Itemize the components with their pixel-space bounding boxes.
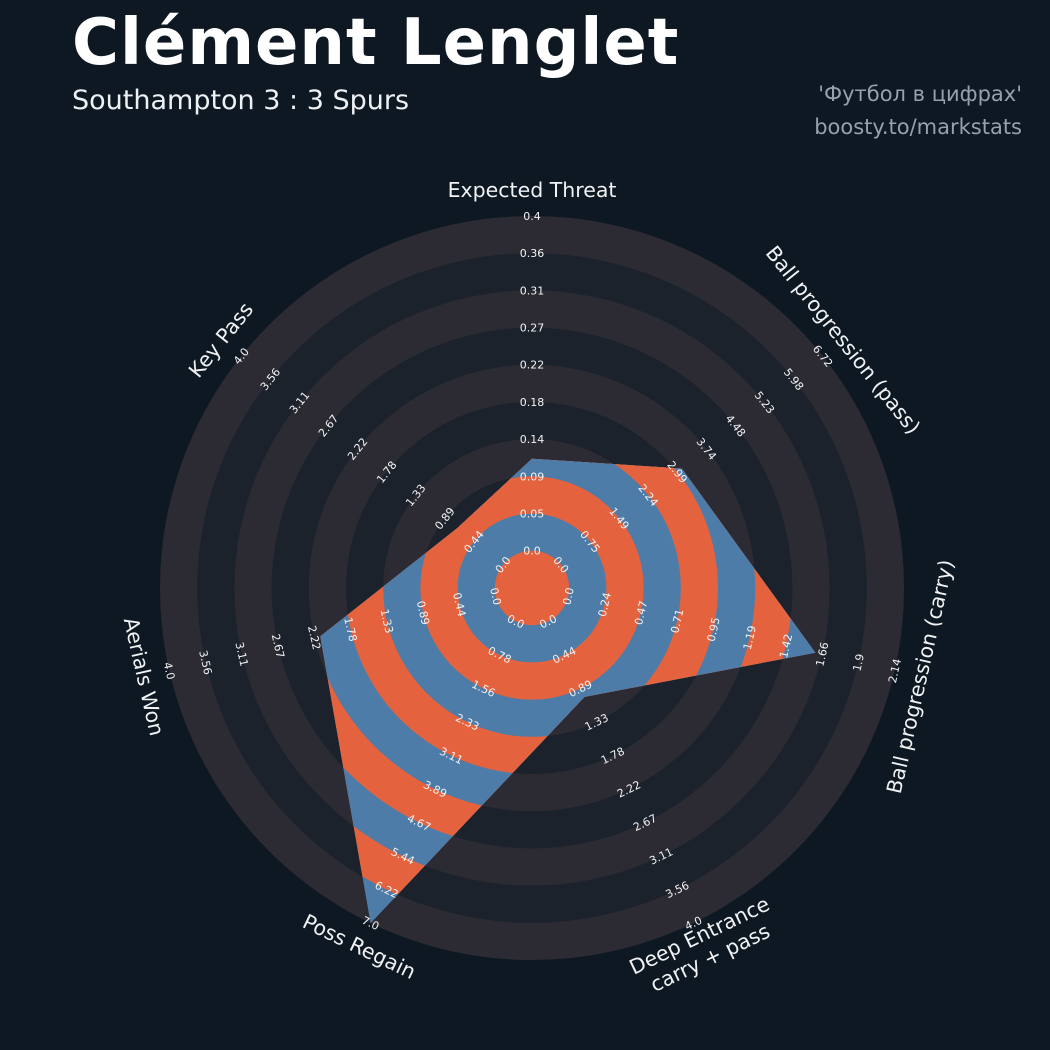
tick-label: 0.22	[520, 359, 545, 372]
tick-label: 1.66	[813, 641, 831, 668]
match-score-subtitle: Southampton 3 : 3 Spurs	[72, 85, 410, 117]
tick-label: 0.31	[520, 284, 545, 297]
tick-label: 0.27	[520, 321, 545, 334]
axis-label: Expected Threat	[448, 178, 617, 202]
header: Clément Lenglet Southampton 3 : 3 Spurs	[72, 6, 680, 117]
tick-label: 2.22	[305, 624, 323, 651]
center-circle	[494, 550, 570, 626]
tick-label: 0.18	[520, 396, 545, 409]
tick-label: 0.44	[450, 591, 468, 618]
tick-label: 0.71	[668, 608, 686, 635]
axis-label-line: Expected Threat	[448, 178, 617, 202]
axis-label-line: Aerials Won	[119, 615, 169, 738]
tick-label: 1.42	[777, 633, 795, 660]
tick-label: 0.0	[560, 586, 577, 606]
tick-label: 4.0	[161, 661, 178, 681]
tick-label: 0.0	[487, 586, 504, 606]
page-title: Clément Lenglet	[72, 6, 680, 80]
tick-label: 2.67	[269, 633, 287, 660]
tick-label: 0.09	[520, 470, 545, 483]
tick-label: 3.56	[196, 649, 214, 676]
tick-label: 0.47	[632, 600, 650, 627]
tick-label: 2.14	[886, 657, 904, 684]
tick-label: 0.14	[520, 433, 545, 446]
tick-label: 1.33	[378, 608, 396, 635]
tick-label: 3.11	[232, 641, 250, 668]
tick-label: 0.4	[523, 210, 541, 223]
credit-block: 'Футбол в цифрах' boosty.to/markstats	[814, 78, 1022, 143]
tick-label: 1.19	[741, 624, 759, 651]
tick-label: 0.24	[596, 591, 614, 618]
tick-label: 0.05	[520, 507, 545, 520]
tick-label: 0.95	[705, 616, 723, 643]
credit-brand: 'Футбол в цифрах'	[818, 82, 1022, 106]
credit-url: boosty.to/markstats	[814, 114, 1022, 139]
tick-label: 0.36	[520, 247, 545, 260]
tick-label: 0.0	[523, 545, 541, 558]
tick-label: 1.78	[341, 616, 359, 643]
axis-label: Aerials Won	[119, 615, 169, 738]
tick-label: 1.9	[850, 653, 867, 673]
tick-label: 0.89	[414, 600, 432, 627]
